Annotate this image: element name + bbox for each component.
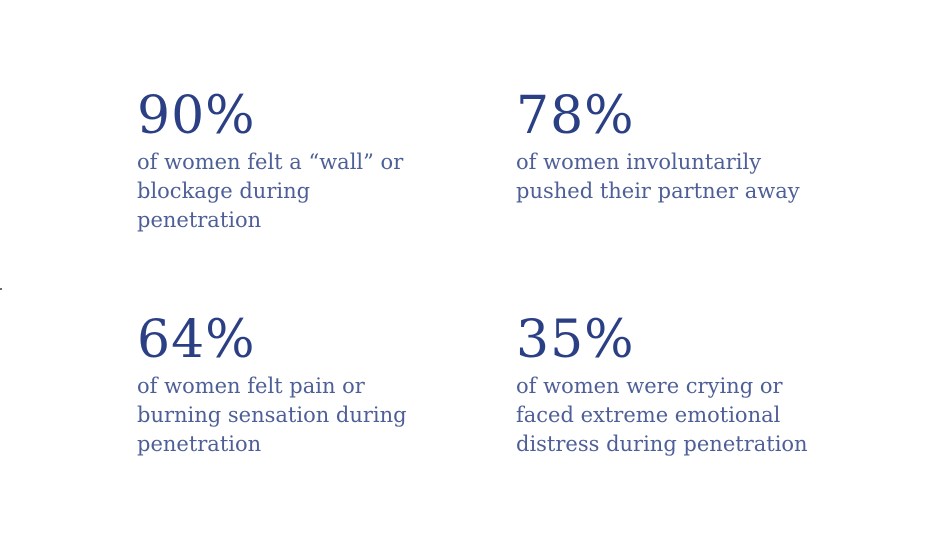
stat-description: of women felt pain or burning sensation …: [137, 372, 407, 459]
stat-percentage: 64%: [137, 310, 256, 370]
stat-description-line: distress during penetration: [516, 432, 808, 456]
stat-percentage: 90%: [137, 86, 256, 146]
stat-description-line: penetration: [137, 208, 262, 232]
stat-block-pain-burning: 64% of women felt pain or burning sensat…: [137, 310, 407, 459]
stat-percentage: 78%: [516, 86, 635, 146]
stat-description-line: penetration: [137, 432, 262, 456]
stat-description: of women involuntarily pushed their part…: [516, 148, 800, 206]
stat-block-wall-blockage: 90% of women felt a “wall” or blockage d…: [137, 86, 403, 235]
stat-description-line: of women felt pain or: [137, 374, 365, 398]
stat-block-pushed-partner: 78% of women involuntarily pushed their …: [516, 86, 800, 206]
stat-description-line: of women were crying or: [516, 374, 783, 398]
stray-mark: [0, 288, 2, 290]
stat-description-line: of women felt a “wall” or: [137, 150, 404, 174]
stat-block-emotional-distress: 35% of women were crying or faced extrem…: [516, 310, 808, 459]
stat-description-line: of women involuntarily: [516, 150, 762, 174]
stat-description: of women felt a “wall” or blockage durin…: [137, 148, 403, 235]
stat-description-line: burning sensation during: [137, 403, 407, 427]
stat-description-line: pushed their partner away: [516, 179, 800, 203]
stat-description: of women were crying or faced extreme em…: [516, 372, 808, 459]
stat-description-line: blockage during: [137, 179, 311, 203]
stat-percentage: 35%: [516, 310, 635, 370]
stat-description-line: faced extreme emotional: [516, 403, 781, 427]
